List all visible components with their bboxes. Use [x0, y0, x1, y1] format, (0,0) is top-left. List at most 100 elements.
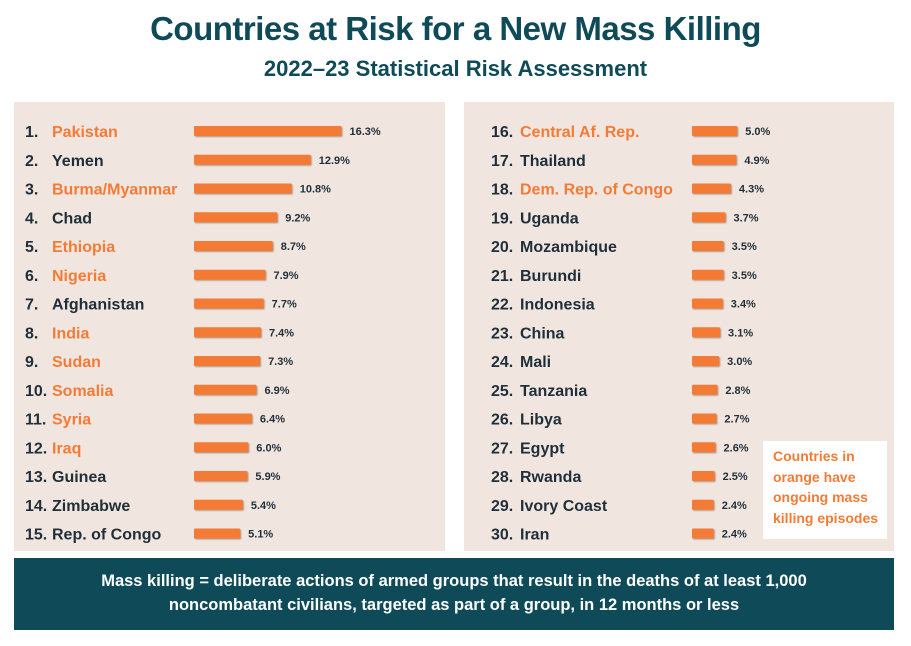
country-label: Indonesia — [520, 297, 595, 314]
rank-label: 30. — [491, 527, 513, 544]
bar-chart-left: 1. Pakistan 16.3% 2. Yemen 12.9% 3. Burma/Myanm… — [25, 124, 381, 544]
country-label: Burma/Myanmar — [52, 182, 177, 199]
country-label: Rep. of Congo — [52, 527, 162, 544]
country-label: Sudan — [52, 354, 101, 371]
value-label: 5.1% — [248, 529, 273, 541]
value-label: 2.4% — [722, 500, 747, 512]
value-label: 5.9% — [255, 471, 280, 483]
value-label: 3.7% — [733, 212, 758, 224]
value-label: 3.1% — [728, 327, 753, 339]
value-label: 16.3% — [350, 126, 381, 138]
rank-label: 20. — [491, 239, 513, 256]
value-label: 2.7% — [724, 414, 749, 426]
value-label: 12.9% — [319, 155, 350, 167]
bar — [692, 327, 721, 338]
ranking-panel-left: 1. Pakistan 16.3% 2. Yemen 12.9% 3. Burma/Myanm… — [14, 102, 445, 551]
legend-line: orange have — [773, 468, 856, 485]
value-label: 6.9% — [264, 385, 289, 397]
rank-label: 9. — [25, 354, 38, 371]
rank-label: 14. — [25, 498, 47, 515]
legend-line: Countries in — [773, 448, 855, 464]
country-label: Afghanistan — [52, 297, 144, 314]
definition-line-1: Mass killing = deliberate actions of arm… — [101, 572, 807, 590]
bar-chart-right: 16. Central Af. Rep. 5.0% 17. Thailand 4.9% 18… — [491, 124, 771, 544]
bar — [692, 413, 717, 424]
country-label: Iraq — [52, 440, 81, 457]
rank-label: 19. — [491, 210, 513, 227]
bar — [194, 356, 261, 366]
value-label: 9.2% — [285, 212, 310, 224]
rank-label: 13. — [25, 469, 47, 486]
country-label: Libya — [520, 412, 562, 429]
rank-label: 16. — [491, 124, 513, 141]
bar — [692, 126, 738, 136]
bar — [194, 528, 241, 539]
value-label: 5.4% — [251, 500, 276, 512]
bar — [692, 183, 731, 194]
country-label: Ivory Coast — [520, 498, 608, 515]
value-label: 4.9% — [744, 155, 769, 167]
definition-line-2: noncombatant civilians, targeted as part… — [168, 596, 740, 614]
value-label: 5.0% — [745, 126, 770, 138]
rank-label: 11. — [25, 412, 46, 429]
bar — [194, 183, 292, 194]
bar — [194, 269, 266, 280]
value-label: 2.5% — [723, 471, 748, 483]
rank-label: 24. — [491, 354, 513, 371]
country-label: Tanzania — [520, 383, 587, 400]
bar — [194, 154, 311, 165]
bar — [194, 384, 257, 395]
rank-label: 8. — [25, 325, 38, 342]
bar — [194, 413, 252, 424]
country-label: Chad — [52, 210, 92, 227]
rank-label: 2. — [25, 153, 38, 170]
value-label: 4.3% — [739, 184, 764, 196]
rank-label: 26. — [491, 412, 513, 429]
value-label: 3.4% — [731, 299, 756, 311]
value-label: 3.5% — [732, 270, 757, 282]
chart-title: Countries at Risk for a New Mass Killing — [150, 10, 761, 47]
country-label: Guinea — [52, 469, 106, 486]
country-label: Uganda — [520, 210, 579, 227]
bar — [194, 471, 248, 481]
rank-label: 27. — [491, 440, 513, 457]
country-label: Somalia — [52, 383, 113, 400]
country-label: Zimbabwe — [52, 498, 130, 515]
ranking-panel-right: 16. Central Af. Rep. 5.0% 17. Thailand 4.9% 18… — [464, 102, 894, 551]
rank-label: 22. — [491, 297, 513, 314]
rank-label: 25. — [491, 383, 513, 400]
value-label: 2.4% — [722, 529, 747, 541]
rank-label: 17. — [491, 153, 513, 170]
bar — [692, 269, 724, 280]
country-label: Yemen — [52, 153, 104, 170]
country-label: Syria — [52, 412, 91, 429]
country-label: Thailand — [520, 153, 586, 170]
value-label: 6.4% — [260, 414, 285, 426]
rank-label: 21. — [491, 268, 513, 285]
country-label: Iran — [520, 527, 549, 544]
country-label: Nigeria — [52, 268, 106, 285]
bar — [194, 241, 273, 251]
value-label: 6.0% — [256, 442, 281, 454]
bar — [194, 212, 278, 223]
country-label: Central Af. Rep. — [520, 124, 639, 141]
bar — [692, 384, 718, 395]
value-label: 2.6% — [724, 442, 749, 454]
country-label: Ethiopia — [52, 239, 115, 256]
legend-line: killing episodes — [773, 509, 879, 526]
value-label: 2.8% — [725, 385, 750, 397]
value-label: 3.0% — [727, 356, 752, 368]
value-label: 7.4% — [269, 327, 294, 339]
rank-label: 3. — [25, 182, 38, 199]
bar — [692, 471, 715, 481]
value-label: 7.3% — [268, 356, 293, 368]
rank-label: 6. — [25, 268, 38, 285]
country-label: Dem. Rep. of Congo — [520, 182, 673, 199]
rank-label: 23. — [491, 325, 513, 342]
bar — [194, 126, 342, 136]
rank-label: 4. — [25, 210, 38, 227]
bar — [194, 298, 264, 309]
chart-subtitle: 2022–23 Statistical Risk Assessment — [263, 56, 648, 81]
country-label: Egypt — [520, 440, 565, 457]
value-label: 8.7% — [281, 241, 306, 253]
